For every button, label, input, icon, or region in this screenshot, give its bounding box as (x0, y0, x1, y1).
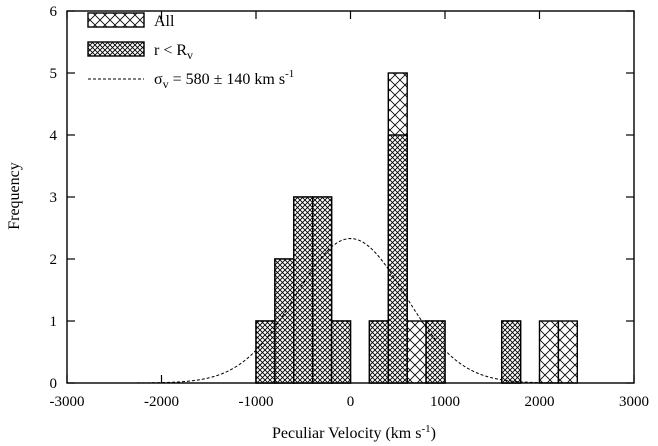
x-tick-label: 1000 (430, 394, 460, 410)
bar-inner (255, 320, 276, 384)
x-tick-label: 0 (347, 394, 355, 410)
y-tick-label: 3 (50, 190, 58, 206)
bar-inner (274, 258, 295, 384)
x-axis-label: Peculiar Velocity (km s-1) (272, 423, 436, 442)
legend-swatch-inner (87, 41, 145, 57)
bar-inner (368, 320, 389, 384)
legend-label-sigma: σv = 580 ± 140 km s-1 (154, 68, 294, 91)
y-tick-label: 5 (50, 66, 58, 82)
y-axis-label: Frequency (6, 162, 23, 230)
y-tick-label: 0 (50, 376, 58, 392)
bar-inner (293, 196, 314, 384)
gaussian-curve (67, 238, 634, 384)
legend-label-inner: r < Rv (154, 42, 193, 62)
y-tick-label: 2 (50, 252, 58, 268)
legend-swatch-all (87, 12, 145, 28)
y-tick-label: 6 (50, 4, 58, 20)
x-tick-label: -3000 (50, 394, 85, 410)
legend-label-all: All (154, 13, 175, 30)
bar-all (538, 320, 560, 384)
bar-inner (501, 320, 522, 384)
x-tick-label: -1000 (239, 394, 274, 410)
bar-all (406, 320, 427, 384)
y-tick-label: 4 (50, 128, 58, 144)
bar-all (557, 320, 579, 384)
bar-inner (330, 320, 352, 384)
x-tick-label: -2000 (144, 394, 179, 410)
bar-inner (387, 134, 408, 384)
x-tick-label: 2000 (525, 394, 555, 410)
y-tick-label: 1 (50, 314, 58, 330)
legend: All r < Rv σv = 580 ± 140 km s-1 (87, 12, 294, 91)
x-tick-label: 3000 (619, 394, 649, 410)
bar-inner (312, 196, 333, 384)
